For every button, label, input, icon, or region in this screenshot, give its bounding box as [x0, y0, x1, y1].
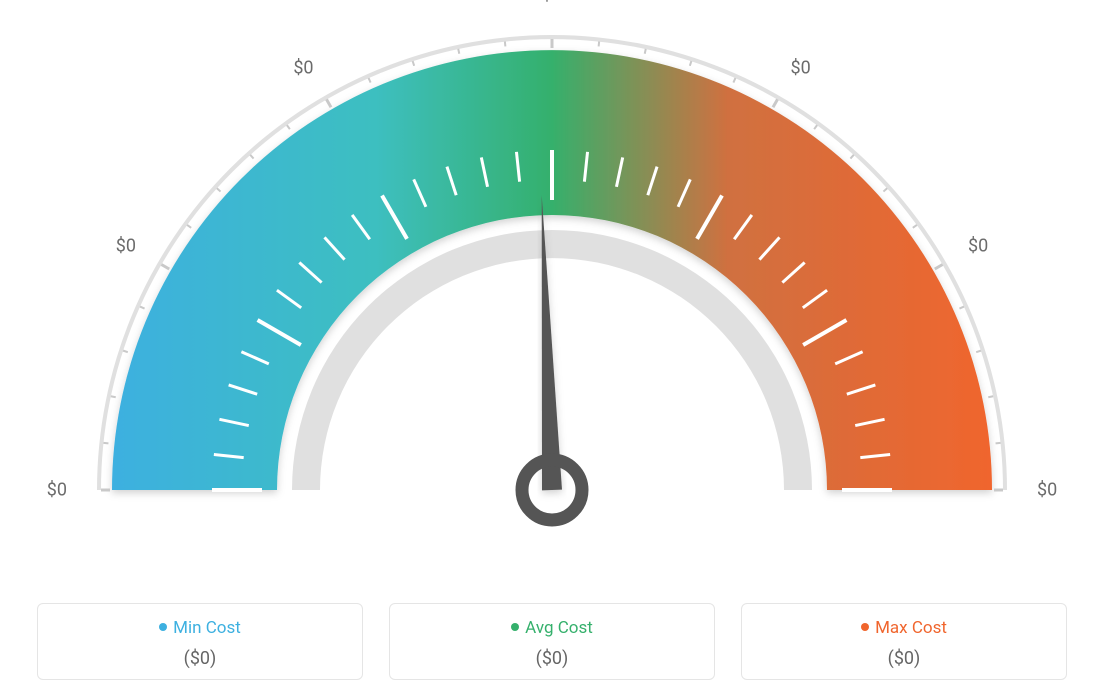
legend-value-min: ($0) [48, 648, 352, 669]
gauge-tick-label: $0 [968, 235, 988, 256]
legend-title-avg: Avg Cost [400, 618, 704, 638]
legend-card-min: Min Cost ($0) [37, 603, 363, 680]
cost-gauge-container: $0 $0 $0 $0 $0 $0 $0 Min Cost ($0) Avg Cost ($… [0, 0, 1104, 690]
gauge-tick-label: $0 [293, 57, 313, 78]
gauge-tick-label: $0 [47, 480, 67, 501]
gauge-tick-label: $0 [116, 235, 136, 256]
legend-label-max: Max Cost [875, 618, 947, 638]
legend-title-min: Min Cost [48, 618, 352, 638]
legend-value-avg: ($0) [400, 648, 704, 669]
legend-dot-min [159, 623, 167, 631]
gauge-wrap: $0$0$0$0$0$0$0 [52, 0, 1052, 560]
legend-dot-max [861, 623, 869, 631]
legend-dot-avg [511, 623, 519, 631]
legend-card-max: Max Cost ($0) [741, 603, 1067, 680]
legend-label-min: Min Cost [173, 618, 241, 638]
legend-row: Min Cost ($0) Avg Cost ($0) Max Cost ($0… [37, 603, 1067, 680]
gauge-tick-label: $0 [790, 57, 810, 78]
legend-label-avg: Avg Cost [525, 618, 593, 638]
gauge-tick-label: $0 [542, 0, 562, 5]
gauge-tick-label: $0 [1037, 480, 1057, 501]
legend-value-max: ($0) [752, 648, 1056, 669]
legend-card-avg: Avg Cost ($0) [389, 603, 715, 680]
legend-title-max: Max Cost [752, 618, 1056, 638]
gauge-chart [52, 0, 1052, 560]
